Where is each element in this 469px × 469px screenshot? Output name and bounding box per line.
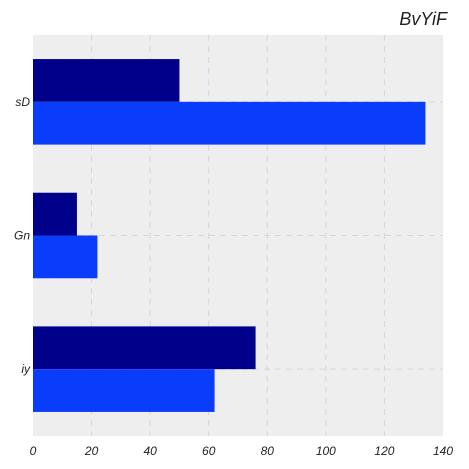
bar bbox=[33, 369, 215, 412]
x-tick-label: 80 bbox=[261, 444, 275, 458]
y-tick-label: sD bbox=[15, 95, 30, 109]
bar bbox=[33, 192, 77, 236]
bar bbox=[33, 101, 426, 145]
y-axis-ticks: sD Gn iy bbox=[14, 95, 31, 376]
x-tick-label: 20 bbox=[84, 444, 99, 458]
y-tick-label: Gn bbox=[14, 229, 30, 243]
x-tick-label: 60 bbox=[202, 444, 216, 458]
bar bbox=[33, 235, 98, 279]
x-axis-ticks: 0 20 40 60 80 100 120 140 bbox=[30, 444, 454, 458]
bars bbox=[33, 59, 426, 412]
x-tick-label: 120 bbox=[374, 444, 394, 458]
x-tick-label: 40 bbox=[143, 444, 157, 458]
chart-title: BvYiF bbox=[399, 9, 448, 29]
x-tick-label: 0 bbox=[30, 444, 37, 458]
bar bbox=[33, 326, 256, 370]
bar bbox=[33, 59, 180, 102]
x-tick-label: 100 bbox=[316, 444, 336, 458]
x-tick-label: 140 bbox=[433, 444, 453, 458]
y-tick-label: iy bbox=[21, 362, 31, 376]
